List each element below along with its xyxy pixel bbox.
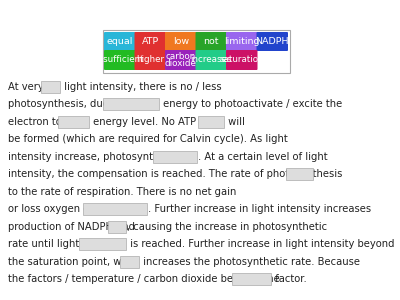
- Bar: [103, 30, 290, 73]
- FancyBboxPatch shape: [226, 50, 258, 70]
- FancyBboxPatch shape: [232, 273, 271, 285]
- FancyBboxPatch shape: [83, 203, 147, 215]
- Text: saturation: saturation: [220, 56, 264, 64]
- Text: not: not: [204, 37, 219, 46]
- Text: NADPH: NADPH: [256, 37, 289, 46]
- FancyBboxPatch shape: [198, 116, 224, 128]
- Text: light intensity, there is no / less: light intensity, there is no / less: [61, 82, 221, 92]
- FancyBboxPatch shape: [153, 151, 197, 163]
- Text: intensity increase, photosynthesis: intensity increase, photosynthesis: [8, 152, 182, 162]
- Text: , causing the increase in photosynthetic: , causing the increase in photosynthetic: [127, 222, 327, 232]
- FancyBboxPatch shape: [196, 32, 227, 51]
- Text: production of NADPH and: production of NADPH and: [8, 222, 138, 232]
- Text: will: will: [225, 117, 245, 127]
- FancyBboxPatch shape: [286, 168, 313, 180]
- Text: intensity, the compensation is reached. The rate of photosynthesis: intensity, the compensation is reached. …: [8, 169, 346, 179]
- Text: higher: higher: [136, 56, 164, 64]
- Text: energy to photoactivate / excite the: energy to photoactivate / excite the: [160, 99, 342, 109]
- Text: the factors / temperature / carbon dioxide become the: the factors / temperature / carbon dioxi…: [8, 274, 283, 284]
- Text: carbon
dioxide: carbon dioxide: [165, 52, 197, 68]
- Text: rate until light: rate until light: [8, 239, 82, 249]
- Text: ATP: ATP: [142, 37, 159, 46]
- Text: be formed (which are required for Calvin cycle). As light: be formed (which are required for Calvin…: [8, 134, 288, 144]
- FancyBboxPatch shape: [165, 32, 196, 51]
- Text: . At a certain level of light: . At a certain level of light: [198, 152, 327, 162]
- FancyBboxPatch shape: [134, 32, 166, 51]
- Text: insufficient: insufficient: [96, 56, 144, 64]
- FancyBboxPatch shape: [196, 50, 227, 70]
- Text: At very: At very: [8, 82, 47, 92]
- Text: factor.: factor.: [272, 274, 307, 284]
- FancyBboxPatch shape: [78, 238, 126, 250]
- Text: photosynthesis, due to: photosynthesis, due to: [8, 99, 125, 109]
- Text: low: low: [173, 37, 189, 46]
- FancyBboxPatch shape: [58, 116, 89, 128]
- Text: or loss oxygen or: or loss oxygen or: [8, 204, 96, 214]
- FancyBboxPatch shape: [120, 256, 138, 268]
- FancyBboxPatch shape: [104, 98, 159, 110]
- Text: the saturation point, will: the saturation point, will: [8, 257, 133, 267]
- FancyBboxPatch shape: [104, 50, 136, 70]
- Text: energy level. No ATP and: energy level. No ATP and: [90, 117, 221, 127]
- FancyBboxPatch shape: [134, 50, 166, 70]
- Text: electron to: electron to: [8, 117, 65, 127]
- Text: is reached. Further increase in light intensity beyond: is reached. Further increase in light in…: [127, 239, 394, 249]
- Text: increases the photosynthetic rate. Because: increases the photosynthetic rate. Becau…: [140, 257, 360, 267]
- FancyBboxPatch shape: [41, 81, 60, 93]
- FancyBboxPatch shape: [104, 32, 136, 51]
- FancyBboxPatch shape: [226, 32, 258, 51]
- Text: to the rate of respiration. There is no net gain: to the rate of respiration. There is no …: [8, 187, 236, 197]
- FancyBboxPatch shape: [165, 50, 196, 70]
- Text: increases: increases: [190, 56, 232, 64]
- Text: limiting: limiting: [224, 37, 260, 46]
- Text: . Further increase in light intensity increases: . Further increase in light intensity in…: [148, 204, 371, 214]
- FancyBboxPatch shape: [256, 32, 288, 51]
- FancyBboxPatch shape: [108, 221, 126, 233]
- Text: equal: equal: [106, 37, 133, 46]
